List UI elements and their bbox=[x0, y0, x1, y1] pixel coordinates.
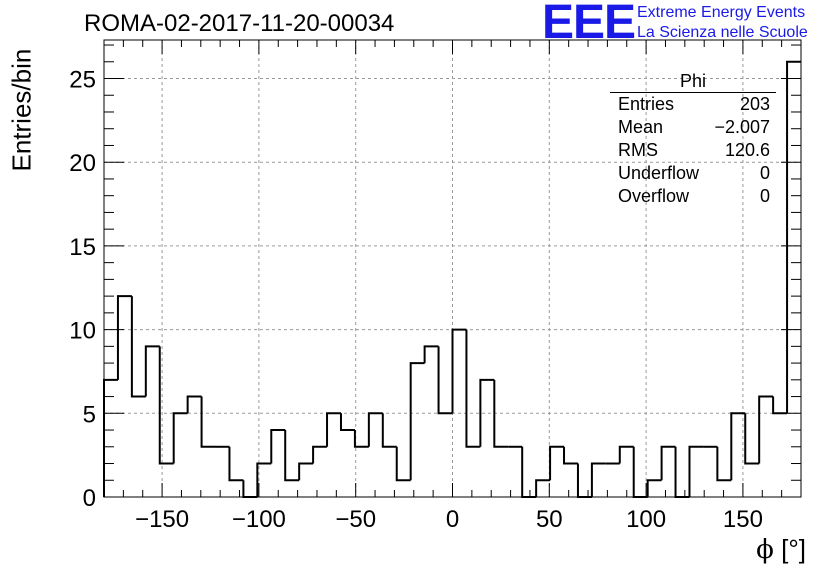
histogram-bin bbox=[130, 296, 146, 398]
x-axis-symbol: ϕ bbox=[756, 535, 774, 565]
histogram-bin bbox=[298, 462, 314, 481]
y-tick-label: 0 bbox=[83, 485, 96, 512]
stats-label: Mean bbox=[618, 117, 664, 137]
histogram-bin bbox=[521, 446, 537, 498]
histogram-bin bbox=[632, 446, 648, 498]
histogram-bin bbox=[688, 445, 704, 497]
y-tick-label: 10 bbox=[69, 318, 96, 345]
stats-row-overflow: Overflow 0 bbox=[610, 185, 776, 208]
stats-value: 0 bbox=[759, 163, 770, 183]
x-axis-label: ϕ [°] bbox=[756, 534, 806, 565]
logo-line-1: Extreme Energy Events bbox=[637, 4, 806, 21]
histogram-bin bbox=[423, 345, 439, 364]
histogram-bin bbox=[646, 479, 662, 497]
stats-box: Phi Entries 203 Mean −2.007 RMS 120.6 Un… bbox=[610, 70, 776, 208]
histogram-bin bbox=[660, 445, 676, 481]
y-tick-label: 5 bbox=[83, 401, 96, 428]
histogram-bin bbox=[716, 446, 732, 482]
stats-value: 203 bbox=[739, 94, 770, 114]
stats-label: Overflow bbox=[618, 186, 690, 206]
histogram-bin bbox=[312, 445, 328, 464]
histogram-bin bbox=[479, 378, 495, 447]
histogram-bin bbox=[242, 480, 258, 498]
histogram-bin bbox=[186, 395, 202, 414]
histogram-bin bbox=[353, 430, 369, 448]
stats-value: 0 bbox=[759, 186, 770, 206]
histogram-bin bbox=[451, 328, 467, 414]
histogram-bin bbox=[772, 396, 788, 415]
histogram-bin bbox=[270, 429, 286, 464]
histogram-bin bbox=[549, 445, 565, 481]
stats-row-underflow: Underflow 0 bbox=[610, 162, 776, 185]
stats-label: RMS bbox=[618, 140, 658, 160]
histogram-bin bbox=[367, 412, 383, 447]
stats-row-rms: RMS 120.6 bbox=[610, 139, 776, 162]
stats-row-mean: Mean −2.007 bbox=[610, 116, 776, 139]
histogram-bin bbox=[144, 345, 160, 397]
x-axis-unit: [°] bbox=[781, 534, 806, 564]
histogram-bin bbox=[409, 362, 425, 481]
histogram-bin bbox=[228, 446, 244, 482]
x-tick-label: 50 bbox=[536, 506, 563, 533]
histogram-bin bbox=[618, 445, 634, 464]
histogram-bin bbox=[437, 346, 453, 415]
histogram-bin bbox=[576, 463, 592, 498]
histogram-bin bbox=[381, 413, 397, 448]
histogram-bin bbox=[674, 446, 690, 498]
histogram-bin bbox=[465, 329, 481, 448]
histogram-bin bbox=[730, 412, 746, 481]
histogram-bin bbox=[103, 378, 118, 497]
histogram-bin bbox=[535, 479, 551, 497]
x-tick-label: 100 bbox=[626, 506, 666, 533]
stats-row-entries: Entries 203 bbox=[610, 93, 776, 116]
histogram-bin bbox=[493, 379, 509, 448]
histogram-bin bbox=[744, 413, 760, 465]
histogram-bin bbox=[326, 412, 341, 447]
y-tick-label: 20 bbox=[69, 150, 96, 177]
histogram-bin bbox=[200, 396, 216, 448]
histogram-bin bbox=[758, 395, 774, 464]
x-tick-label: −100 bbox=[232, 506, 286, 533]
axis-ticks bbox=[104, 40, 801, 498]
histogram-bin bbox=[339, 413, 355, 432]
y-tick-label: 15 bbox=[69, 234, 96, 261]
stats-value: −2.007 bbox=[714, 117, 770, 137]
logo-line-2: La Scienza nelle Scuole bbox=[637, 24, 808, 41]
histogram-bin bbox=[116, 295, 132, 380]
eee-logo: EEE bbox=[542, 0, 636, 49]
x-tick-label: 0 bbox=[446, 506, 459, 533]
run-title: ROMA-02-2017-11-20-00034 bbox=[84, 10, 395, 37]
histogram-bin bbox=[256, 462, 272, 497]
y-axis-label: Entries/bin bbox=[6, 48, 37, 172]
x-tick-label: −150 bbox=[135, 506, 189, 533]
histogram-bin bbox=[158, 346, 174, 465]
histogram-bin bbox=[590, 462, 606, 497]
y-tick-label: 25 bbox=[69, 67, 96, 94]
stats-label: Entries bbox=[618, 94, 675, 114]
x-tick-label: −50 bbox=[335, 506, 376, 533]
histogram-bin bbox=[395, 446, 411, 482]
axis-tick-labels: −150 −100 −50 0 50 100 150 0 5 10 15 20 25 bbox=[69, 67, 763, 533]
histogram-bin bbox=[563, 446, 578, 465]
stats-value: 120.6 bbox=[724, 140, 770, 160]
histogram-bin bbox=[172, 412, 188, 464]
stats-label: Underflow bbox=[618, 163, 700, 183]
stats-title: Phi bbox=[610, 70, 776, 93]
histogram-bin bbox=[786, 60, 801, 414]
histogram-bin bbox=[284, 430, 300, 482]
x-tick-label: 150 bbox=[723, 506, 763, 533]
